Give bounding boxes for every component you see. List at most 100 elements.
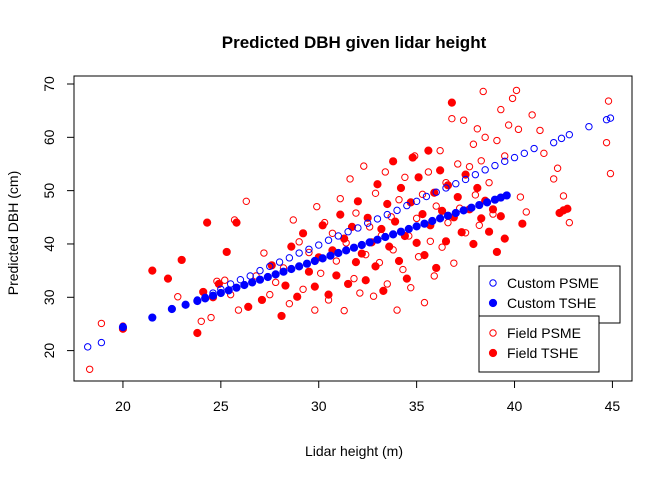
field-tshe-point [203,218,212,227]
field-psme-point [606,169,615,178]
field-psme-point [516,193,525,201]
custom-tshe-point [148,313,157,322]
custom-tshe-point [224,286,233,295]
custom-tshe-point [436,214,445,223]
custom-psme-point [334,232,343,240]
field-tshe-point [436,166,445,175]
y-tick-label: 50 [41,183,57,199]
field-psme-point [207,313,215,322]
custom-tshe-point [443,211,453,220]
field-tshe-point [336,210,345,219]
custom-psme-point [266,262,274,271]
field-tshe-point [484,227,494,236]
custom-psme-point [501,157,509,166]
custom-psme-point [471,170,480,179]
custom-tshe-point [381,232,390,242]
custom-psme-point [412,197,421,206]
custom-psme-point [510,153,519,162]
custom-psme-point [585,122,593,131]
field-tshe-point [408,153,417,162]
x-tick-label: 25 [213,398,229,414]
custom-psme-point [315,241,323,249]
field-tshe-point [396,183,406,193]
field-psme-point [311,306,319,314]
field-tshe-point [394,256,404,266]
field-psme-point [481,133,489,142]
field-tshe-point [244,302,253,311]
legend-label: Custom PSME [507,275,599,291]
field-psme-point [493,136,501,145]
field-tshe-point [424,146,433,155]
custom-psme-point [373,215,382,223]
field-tshe-point [357,249,366,258]
field-psme-point [289,216,297,224]
field-psme-point [454,160,462,168]
field-psme-point [444,218,452,227]
field-psme-point [604,97,613,105]
field-psme-point [514,125,523,134]
field-psme-point [436,146,444,155]
custom-psme-point [403,201,411,210]
field-psme-point [234,306,243,314]
field-tshe-point [163,274,173,283]
field-psme-point [352,209,360,217]
custom-psme-point [491,161,499,170]
custom-tshe-point [404,224,413,234]
field-tshe-point [402,274,411,283]
field-psme-point [512,86,521,95]
legend-marker [488,298,498,308]
field-tshe-point [488,205,498,214]
custom-psme-point [422,192,431,201]
custom-psme-point [383,210,391,219]
custom-tshe-point [342,246,351,255]
field-psme-point [485,178,493,187]
custom-tshe-point [483,198,492,207]
custom-tshe-point [167,304,176,314]
field-tshe-point [353,197,362,206]
field-tshe-point [177,255,186,265]
field-psme-point [242,197,250,206]
custom-psme-point [481,166,489,174]
field-psme-point [371,189,380,198]
field-psme-point [501,152,509,160]
field-psme-point [477,157,485,165]
field-psme-point [401,173,409,182]
field-tshe-point [222,247,231,257]
custom-tshe-point [389,230,398,239]
custom-psme-point [363,219,372,227]
legend-custom: Custom PSME Custom TSHE [478,265,621,324]
custom-tshe-point [373,235,382,244]
field-psme-point [479,87,487,96]
field-psme-point [473,125,482,133]
field-tshe-point [437,206,447,216]
custom-tshe-point [201,294,210,303]
field-psme-point [316,269,325,277]
custom-tshe-point [118,323,128,332]
custom-tshe-point [318,254,327,263]
custom-tshe-point [208,291,218,300]
field-psme-point [305,248,313,257]
field-tshe-point [432,263,441,273]
field-psme-point [407,283,415,292]
custom-tshe-point [232,283,241,292]
y-tick-label: 40 [41,236,57,252]
field-tshe-point [492,247,502,257]
field-psme-point [399,265,407,274]
field-tshe-point [441,237,451,246]
field-psme-point [465,162,474,171]
legend-box [478,315,600,373]
y-tick-label: 30 [41,289,57,305]
field-psme-point [395,196,403,204]
field-psme-point [299,285,307,293]
field-tshe-point [377,224,386,234]
field-psme-point [536,126,544,135]
custom-psme-point [602,116,611,124]
field-tshe-point [412,238,421,247]
y-axis-label: Predicted DBH (cm) [5,171,21,295]
field-psme-point [418,190,427,199]
field-psme-point [350,274,358,283]
field-tshe-point [371,262,380,271]
field-psme-point [549,175,558,183]
field-tshe-point [257,295,267,305]
